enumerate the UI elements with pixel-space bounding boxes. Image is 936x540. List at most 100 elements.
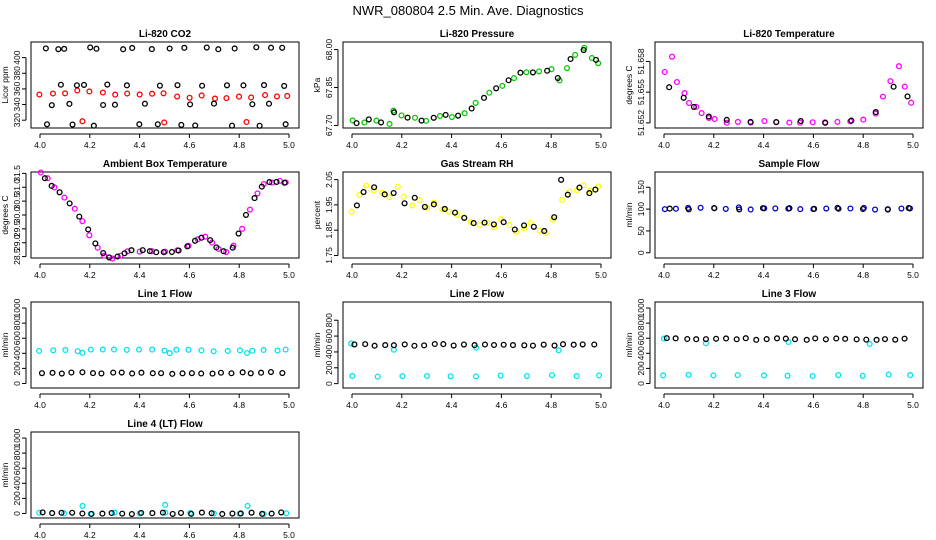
y-tick-label: 320 — [12, 113, 22, 127]
data-point — [111, 101, 118, 108]
data-point — [579, 341, 586, 348]
data-point — [509, 342, 517, 349]
x-tick-label: 4.6 — [183, 530, 195, 540]
chart-title: Ambient Box Temperature — [103, 159, 228, 170]
data-point — [191, 237, 199, 244]
data-point — [68, 369, 75, 376]
data-point — [179, 370, 186, 377]
data-point — [747, 206, 754, 213]
data-point — [210, 510, 217, 517]
data-point — [129, 370, 136, 377]
data-point — [711, 205, 718, 212]
data-point — [890, 83, 897, 90]
data-point — [87, 346, 94, 353]
data-point — [268, 510, 275, 517]
data-point — [382, 342, 389, 349]
data-point — [148, 46, 155, 53]
y-tick-label: 0 — [636, 381, 646, 386]
data-point — [79, 218, 86, 225]
y-tick-label: 150 — [636, 180, 646, 194]
data-point — [567, 55, 574, 63]
data-point — [491, 224, 498, 231]
data-point — [666, 205, 673, 212]
data-point — [274, 347, 281, 354]
data-point — [247, 370, 254, 377]
data-point — [181, 44, 188, 51]
x-tick-label: 4.0 — [34, 530, 46, 540]
data-point — [99, 346, 106, 353]
data-point — [421, 342, 428, 349]
data-point — [39, 509, 46, 516]
data-point — [128, 510, 135, 518]
data-point — [174, 93, 181, 100]
x-tick-label: 4.6 — [495, 140, 507, 150]
data-point — [786, 205, 793, 212]
data-point — [786, 119, 793, 126]
data-point — [169, 370, 176, 377]
chart-title: Line 2 Flow — [450, 289, 505, 300]
data-point — [262, 92, 269, 99]
data-point — [220, 248, 227, 255]
data-point — [58, 370, 65, 377]
x-tick-label: 5.0 — [907, 140, 919, 150]
data-point — [390, 342, 397, 349]
x-tick-label: 4.6 — [495, 400, 507, 410]
data-point — [863, 336, 870, 343]
data-point — [684, 335, 691, 343]
x-tick-label: 4.0 — [658, 270, 670, 280]
data-point — [284, 92, 291, 100]
data-point — [207, 237, 214, 244]
data-point — [559, 341, 567, 348]
data-point — [85, 226, 92, 233]
data-point — [86, 232, 93, 239]
data-point — [822, 336, 829, 343]
data-point — [361, 119, 368, 126]
data-point — [93, 45, 100, 52]
chart-title: Sample Flow — [758, 159, 819, 170]
data-point — [734, 118, 741, 125]
data-point — [249, 347, 256, 354]
x-tick-label: 4.2 — [396, 140, 408, 150]
data-point — [702, 340, 709, 347]
data-point — [551, 342, 558, 349]
x-tick-label: 5.0 — [283, 400, 295, 410]
data-point — [124, 90, 131, 97]
data-point — [898, 205, 905, 212]
plot-frame — [30, 171, 300, 259]
data-point — [198, 234, 205, 241]
data-point — [79, 510, 86, 517]
data-point — [110, 369, 117, 376]
data-point — [390, 190, 397, 197]
data-point — [89, 370, 97, 377]
y-tick-label: 600 — [12, 461, 22, 475]
x-tick-label: 4.8 — [233, 270, 245, 280]
data-point — [135, 346, 143, 353]
data-point — [162, 509, 169, 516]
data-point — [192, 122, 199, 129]
data-point — [431, 340, 438, 348]
data-point — [251, 195, 258, 202]
data-point — [243, 118, 250, 126]
data-point — [811, 205, 818, 212]
data-point — [149, 370, 156, 377]
x-tick-label: 4.8 — [233, 400, 245, 410]
data-point — [792, 336, 799, 343]
data-point — [61, 90, 69, 97]
data-point — [66, 100, 73, 107]
data-point — [510, 75, 518, 82]
data-point — [803, 336, 810, 343]
chart-title: Line 3 Flow — [762, 289, 817, 300]
data-point — [371, 342, 378, 349]
data-point — [572, 51, 579, 58]
data-point — [566, 188, 573, 195]
data-point — [149, 510, 156, 517]
data-point — [472, 99, 479, 106]
data-point — [596, 372, 603, 379]
y-tick-label: 200 — [12, 361, 22, 375]
data-point — [265, 100, 273, 107]
data-point — [223, 82, 231, 89]
data-point — [901, 83, 908, 90]
data-point — [685, 206, 692, 213]
x-tick-label: 4.8 — [857, 400, 869, 410]
data-point — [248, 94, 255, 101]
